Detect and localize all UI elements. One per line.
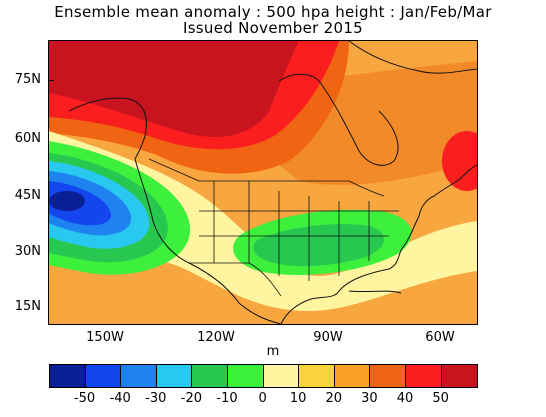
field-negative-60 (49, 191, 85, 211)
colorbar-swatch (334, 365, 371, 387)
lat-label-45n: 45N (14, 188, 41, 203)
colorbar-label: -40 (109, 391, 131, 406)
cuba-outline (348, 290, 402, 294)
field-positive-east (442, 131, 477, 191)
colorbar-label: 0 (258, 391, 267, 406)
colorbar-swatch (121, 365, 157, 387)
colorbar-label: -50 (73, 391, 96, 406)
state-lines (199, 181, 399, 281)
hudson-bay (318, 80, 399, 166)
colorbar-swatch (299, 365, 335, 387)
colorbar-label: 10 (289, 391, 307, 406)
colorbar (49, 364, 479, 388)
canada-east-coast (433, 164, 477, 197)
colorbar-label: -10 (216, 391, 238, 406)
colorbar-label: 30 (361, 391, 378, 406)
political-borders (148, 158, 399, 297)
arctic-coast (278, 73, 320, 82)
lat-label-30n: 30N (14, 244, 41, 259)
anomaly-field (49, 41, 477, 324)
colorbar-swatch (50, 365, 86, 387)
colorbar-swatch (441, 365, 478, 387)
arctic-islands (348, 41, 477, 74)
colorbar-swatch (263, 365, 300, 387)
map-title: Ensemble mean anomaly : 500 hpa height :… (54, 3, 492, 21)
map-subtitle: Issued November 2015 (182, 19, 364, 37)
colorbar-swatch (405, 365, 442, 387)
colorbar-swatch (192, 365, 228, 387)
colorbar-label: -20 (180, 391, 202, 406)
lat-label-75n: 75N (14, 72, 41, 87)
lon-label-90w: 90W (313, 330, 343, 345)
tick-75n (48, 80, 54, 81)
field-negative-se-20 (253, 224, 384, 267)
us-canada-border (199, 180, 385, 197)
colorbar-label: 20 (325, 391, 343, 406)
lat-label-15n: 15N (14, 299, 41, 314)
colorbar-label: 50 (432, 391, 449, 406)
colorbar-label: -30 (145, 391, 167, 406)
field-neutral-band (49, 131, 477, 311)
lon-label-120w: 120W (197, 330, 235, 345)
lon-label-150w: 150W (86, 330, 124, 345)
field-positive-60 (49, 41, 299, 137)
coastlines (68, 41, 477, 324)
lon-label-60w: 60W (425, 330, 455, 345)
colorbar-label: 40 (396, 391, 414, 406)
colorbar-swatch (85, 365, 122, 387)
us-mexico-border (189, 262, 282, 297)
alaska-border (148, 158, 200, 182)
unit-label: m (266, 344, 280, 359)
anomaly-map (48, 40, 478, 325)
gulf-atlantic-coast (280, 195, 435, 324)
alaska-coast (68, 97, 147, 160)
colorbar-swatch (370, 365, 406, 387)
colorbar-swatch (227, 365, 264, 387)
colorbar-swatch (156, 365, 193, 387)
lat-label-60n: 60N (14, 131, 41, 146)
